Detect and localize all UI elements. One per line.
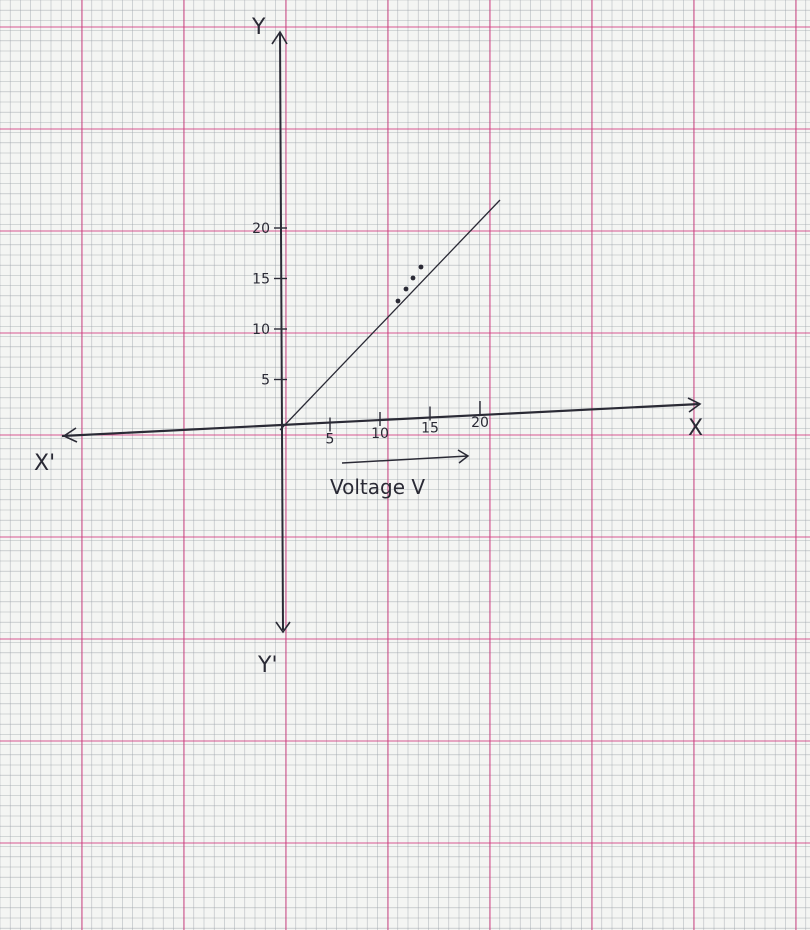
y-axis [279, 31, 284, 631]
x-tick-label: 20 [471, 415, 489, 431]
x-axis-arrow-right [687, 397, 702, 413]
y-tick-label: 20 [252, 221, 270, 237]
x-tick-label: 5 [326, 432, 335, 448]
data-point [410, 275, 416, 281]
x-tick-label: 15 [421, 421, 439, 437]
y-axis-arrow-up [271, 30, 288, 45]
axis-ticks: 5 10 15 20 5 10 15 20 [252, 221, 489, 448]
x-axis-title-arrow [341, 455, 469, 464]
y-tick-label: 15 [252, 272, 270, 288]
y-axis-negative-label: Y' [257, 653, 278, 678]
x-axis-positive-label: X [688, 416, 703, 441]
y-tick-label: 5 [261, 373, 270, 389]
data-point [395, 298, 401, 304]
y-axis-arrow-down [275, 621, 291, 634]
x-axis-title: Voltage V [330, 475, 425, 499]
plot-series [279, 199, 501, 431]
y-tick-label: 10 [252, 322, 270, 338]
series-line [279, 199, 501, 431]
x-tick-label: 10 [371, 426, 389, 442]
data-point [403, 286, 409, 292]
y-axis-positive-label: Y [251, 15, 266, 40]
x-axis-arrow-left [62, 427, 78, 443]
x-axis-title-arrow-head [457, 449, 470, 464]
x-axis-negative-label: X' [34, 451, 55, 476]
x-axis [61, 402, 701, 438]
data-point [418, 264, 424, 270]
